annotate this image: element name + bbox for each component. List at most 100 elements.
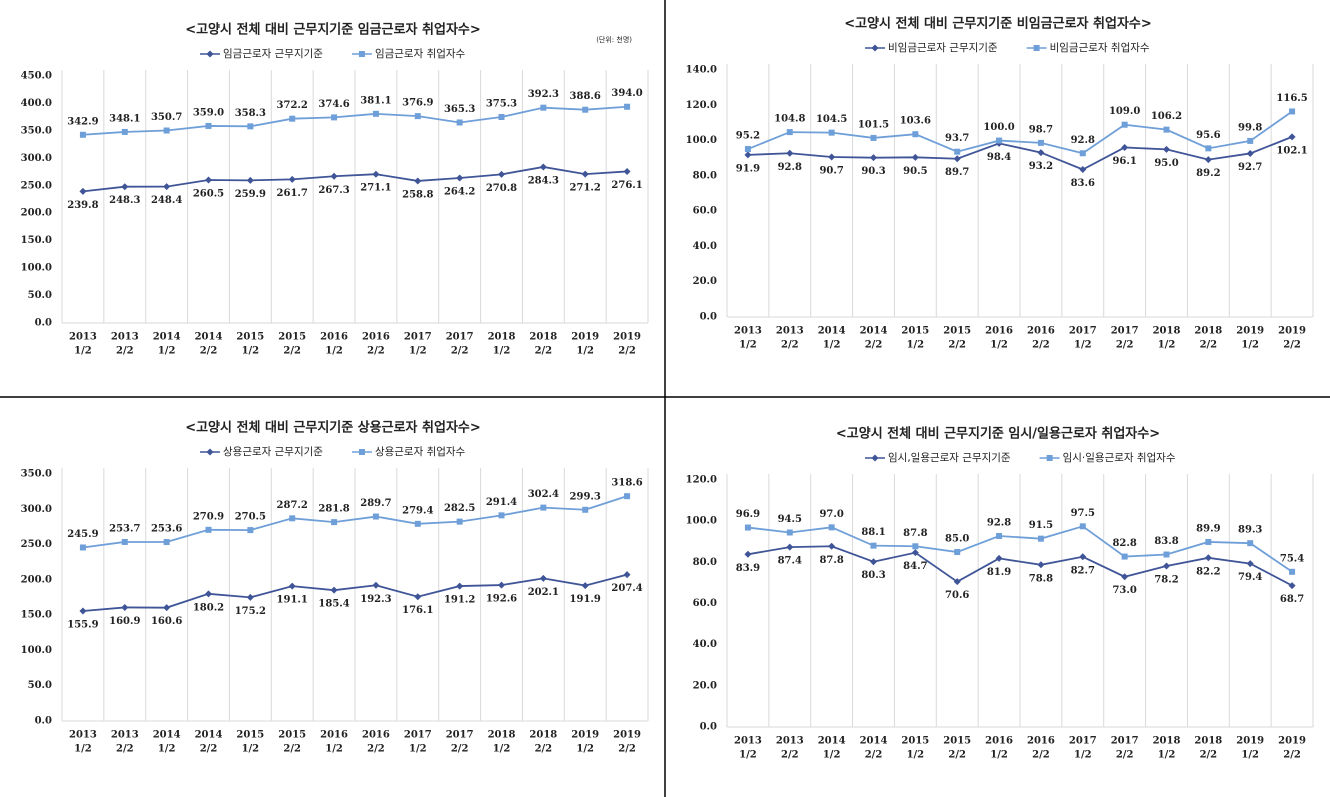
marker	[205, 526, 212, 533]
data-label: 97.0	[819, 509, 843, 520]
marker	[205, 122, 212, 129]
x-tick-label: 2013	[734, 736, 762, 747]
marker	[330, 586, 338, 594]
data-label: 281.8	[318, 504, 349, 515]
data-label: 289.7	[360, 498, 391, 509]
data-label: 82.8	[1112, 538, 1136, 549]
marker	[163, 539, 170, 546]
data-label: 87.8	[819, 555, 843, 566]
series-line	[82, 495, 628, 549]
data-label: 101.5	[858, 119, 889, 130]
data-label: 180.2	[193, 602, 224, 613]
marker	[786, 529, 793, 536]
y-tick-label: 350.0	[21, 469, 52, 480]
x-tick-label: 2019	[613, 332, 641, 343]
marker	[871, 44, 879, 52]
y-tick-label: 200.0	[21, 574, 52, 585]
marker	[331, 114, 338, 121]
marker	[1246, 149, 1254, 157]
y-tick-label: 250.0	[21, 539, 52, 550]
x-tick-label: 1/2	[907, 340, 925, 351]
chart: <고양시 전체 대비 근무지기준 상용근로자 취업자수> 상용근로자 근무지기준 상…	[21, 420, 649, 755]
x-tick-label: 2019	[571, 730, 599, 741]
unit-note: (단위: 천명)	[596, 35, 632, 44]
marker	[414, 177, 422, 185]
x-tick-label: 1/2	[409, 346, 427, 357]
x-tick-label: 2015	[901, 326, 929, 337]
y-tick-label: 300.0	[21, 504, 52, 515]
marker	[246, 176, 254, 184]
data-label: 95.0	[1154, 158, 1178, 169]
x-tick-label: 2019	[1278, 326, 1306, 337]
marker	[1163, 145, 1170, 153]
data-label: 89.7	[945, 167, 969, 178]
data-label: 90.3	[861, 166, 885, 177]
marker	[205, 590, 212, 598]
marker	[121, 603, 129, 611]
x-tick-label: 2018	[529, 730, 557, 741]
data-label: 207.4	[611, 583, 642, 594]
marker	[456, 174, 464, 182]
x-tick-label: 2018	[1194, 326, 1222, 337]
marker	[1079, 553, 1087, 561]
marker	[911, 153, 919, 161]
x-tick-label: 1/2	[576, 744, 594, 755]
x-tick-label: 2019	[613, 730, 641, 741]
marker	[996, 137, 1003, 144]
data-label: 78.2	[1154, 575, 1178, 586]
y-tick-label: 150.0	[21, 235, 52, 246]
chart: <고양시 전체 대비 근무지기준 임시/일용근로자 취업자수> 임시,일용근로자 …	[686, 426, 1314, 761]
x-tick-label: 2016	[362, 730, 390, 741]
data-label: 95.6	[1196, 130, 1220, 141]
marker	[870, 154, 877, 162]
marker	[79, 131, 86, 138]
data-label: 82.7	[1071, 565, 1095, 576]
data-label: 96.1	[1112, 156, 1136, 167]
x-tick-label: 2/2	[116, 346, 134, 357]
x-tick-label: 1/2	[325, 744, 343, 755]
marker	[540, 104, 547, 111]
x-tick-label: 1/2	[1241, 340, 1259, 351]
x-tick-label: 2018	[488, 332, 516, 343]
marker	[79, 607, 87, 615]
x-tick-label: 1/2	[158, 346, 176, 357]
x-tick-label: 2/2	[1116, 750, 1134, 761]
x-tick-label: 1/2	[325, 346, 343, 357]
marker	[414, 113, 421, 120]
marker	[372, 581, 380, 589]
y-tick-label: 400.0	[21, 98, 52, 109]
marker	[1205, 538, 1212, 545]
series-line	[747, 136, 1293, 171]
x-tick-label: 2/2	[1283, 750, 1301, 761]
marker	[289, 515, 296, 522]
data-label: 70.6	[945, 590, 969, 601]
x-tick-label: 2015	[943, 736, 971, 747]
x-tick-label: 2014	[818, 736, 846, 747]
marker	[456, 119, 463, 126]
marker	[414, 593, 422, 601]
marker	[456, 582, 464, 590]
data-label: 97.5	[1071, 508, 1095, 519]
x-tick-label: 2016	[985, 326, 1013, 337]
x-tick-label: 2/2	[1200, 340, 1218, 351]
y-tick-label: 80.0	[693, 557, 717, 568]
x-tick-label: 1/2	[1074, 340, 1092, 351]
x-tick-label: 1/2	[158, 744, 176, 755]
marker	[1121, 553, 1128, 560]
marker	[540, 504, 547, 511]
marker	[954, 148, 961, 155]
x-tick-label: 2018	[1194, 736, 1222, 747]
marker	[1121, 121, 1128, 128]
marker	[624, 493, 631, 500]
data-label: 245.9	[67, 529, 98, 540]
marker	[744, 550, 752, 558]
x-tick-label: 1/2	[576, 346, 594, 357]
chart-title: <고양시 전체 대비 근무지기준 임시/일용근로자 취업자수>	[836, 426, 1160, 442]
x-tick-label: 2/2	[535, 346, 553, 357]
series-line	[747, 525, 1293, 573]
data-label: 191.2	[444, 595, 475, 606]
data-label: 83.9	[736, 563, 760, 574]
x-tick-label: 2015	[278, 332, 306, 343]
data-label: 89.9	[1196, 523, 1220, 534]
chart-title: <고양시 전체 대비 근무지기준 비임금근로자 취업자수>	[844, 16, 1152, 32]
